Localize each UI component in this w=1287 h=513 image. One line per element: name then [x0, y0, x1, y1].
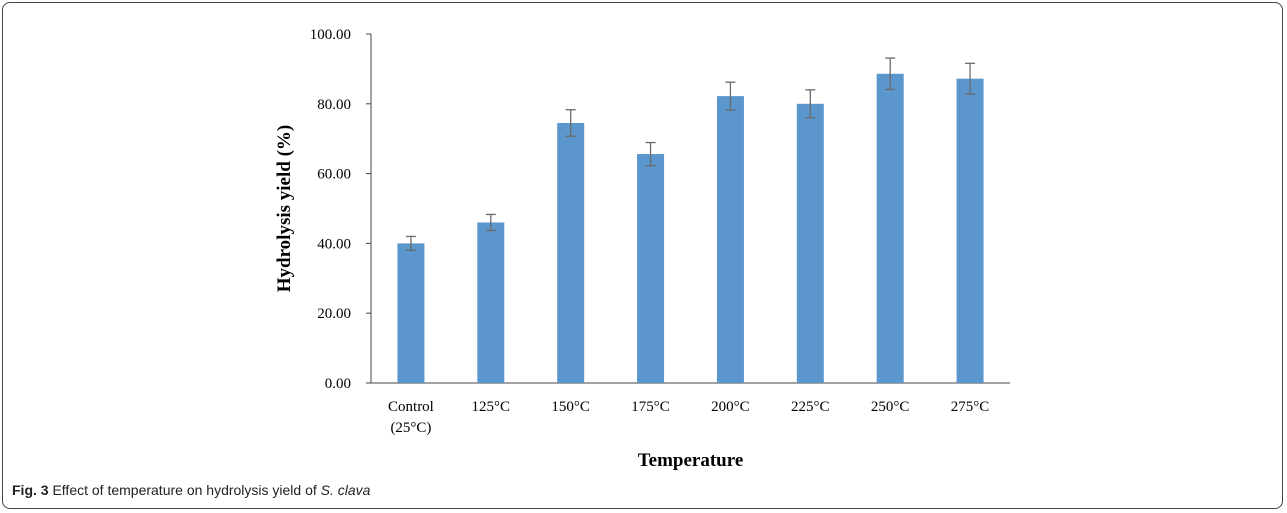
x-tick-label: 200°C: [711, 399, 750, 415]
x-tick-label: 275°C: [951, 399, 990, 415]
bar: [557, 122, 585, 384]
x-tick-label: Control (25°C): [388, 399, 434, 436]
y-axis-label: Hydrolysis yield (%): [274, 125, 295, 293]
bar: [876, 73, 904, 383]
bar: [397, 243, 425, 383]
bar: [716, 96, 744, 383]
x-tick-label: 225°C: [791, 399, 830, 415]
bar: [637, 154, 665, 383]
x-axis-label: Temperature: [638, 450, 744, 471]
x-tick-label: 175°C: [631, 399, 670, 415]
y-tick-label: 0.00: [325, 376, 351, 392]
caption-species: S. clava: [320, 482, 371, 498]
y-tick-label: 80.00: [317, 97, 351, 113]
bar-chart: 0.00 20.00 40.00 60.00 80.00 100.00 Control (2…: [274, 27, 1010, 471]
figure-label: Fig. 3: [12, 482, 49, 498]
bars: [397, 57, 984, 384]
y-tick-label: 40.00: [317, 236, 351, 252]
figure-caption: Fig. 3 Effect of temperature on hydrolys…: [12, 482, 370, 498]
y-tick-label: 20.00: [317, 306, 351, 322]
y-axis-ticks: 0.00 20.00 40.00 60.00 80.00 100.00: [310, 27, 371, 392]
bar: [796, 103, 824, 384]
x-tick-label: 150°C: [551, 399, 590, 415]
y-tick-label: 100.00: [310, 27, 351, 43]
bar: [956, 78, 984, 383]
x-tick-label: 250°C: [871, 399, 910, 415]
y-tick-label: 60.00: [317, 167, 351, 183]
x-axis-ticks: Control (25°C) 125°C 150°C 175°C 200°C 225°C 25…: [388, 399, 989, 436]
x-tick-label: 125°C: [472, 399, 511, 415]
caption-text: Effect of temperature on hydrolysis yiel…: [52, 482, 321, 498]
bar: [477, 222, 505, 383]
